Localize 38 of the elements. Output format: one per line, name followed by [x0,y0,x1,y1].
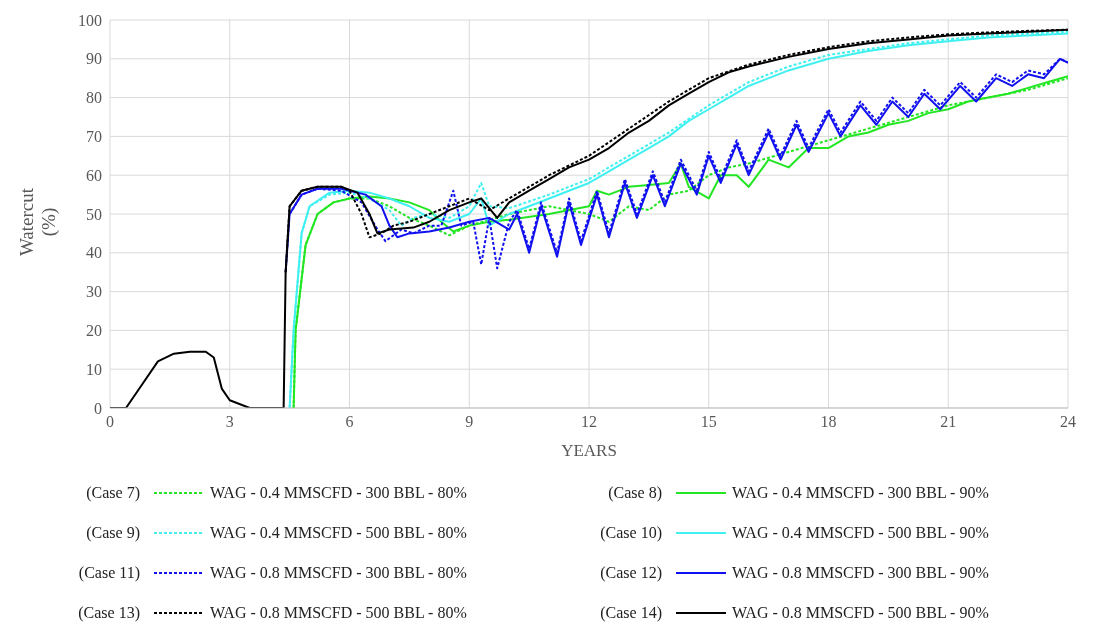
x-tick-label: 3 [225,413,234,431]
text: (Case 7) [85,484,140,502]
legend-label: WAG - 0.4 MMSCFD - 500 BBL - 80% [210,524,467,542]
x-tick-label: 21 [940,413,957,431]
text: (Case 10) [599,524,662,542]
x-tick-label: 24 [1060,413,1076,431]
y-tick-label: 20 [86,322,102,340]
y-tick-label: 50 [86,205,102,223]
x-tick-label: 6 [345,413,354,431]
y-axis-title: Watercut (%) [16,187,60,257]
text: (Case 8) [607,484,662,502]
legend-label: WAG - 0.8 MMSCFD - 500 BBL - 80% [210,604,467,622]
legend-label: WAG - 0.8 MMSCFD - 300 BBL - 80% [210,564,467,582]
y-tick-label: 80 [86,89,102,107]
y-tick-label: 40 [86,244,102,262]
text: (Case 13) [77,604,140,622]
legend-label: WAG - 0.4 MMSCFD - 300 BBL - 80% [210,484,467,502]
legend-label: WAG - 0.4 MMSCFD - 300 BBL - 90% [732,484,989,502]
y-tick-label: 10 [86,360,102,378]
y-tick-label: 60 [86,166,102,184]
x-tick-label: 12 [581,413,597,431]
text: (Case 11) [77,564,140,582]
text: (Case 12) [599,564,662,582]
y-tick-label: 0 [94,399,102,417]
x-tick-label: 9 [465,413,474,431]
legend-label: WAG - 0.4 MMSCFD - 500 BBL - 90% [732,524,989,542]
x-axis-title: YEARS [561,441,617,460]
text: (Case 9) [85,524,140,542]
legend-label: WAG - 0.8 MMSCFD - 500 BBL - 90% [732,604,989,622]
y-tick-label: 100 [78,11,102,29]
x-tick-label: 0 [106,413,114,431]
x-tick-label: 18 [820,413,837,431]
legend-label: WAG - 0.8 MMSCFD - 300 BBL - 90% [732,564,989,582]
y-tick-label: 70 [86,128,102,146]
y-tick-label: 90 [86,50,102,68]
y-tick-label: 30 [86,283,102,301]
text: (Case 14) [599,604,662,622]
x-tick-label: 15 [700,413,717,431]
